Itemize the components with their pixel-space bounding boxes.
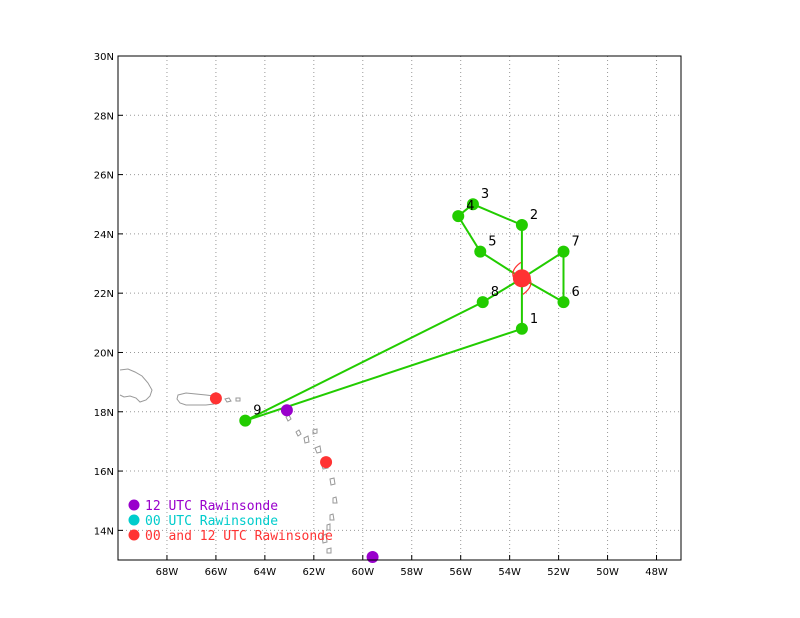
flight-track: 1 2 34 5 6 7 8 9 [239, 187, 580, 427]
waypoint-marker [557, 296, 570, 309]
x-tick-label: 54W [498, 567, 521, 578]
x-tick-label: 64W [254, 567, 277, 578]
y-tick-label: 28N [94, 111, 114, 122]
waypoint-marker [452, 210, 465, 223]
waypoint-marker [474, 245, 487, 258]
waypoint-label: 7 [572, 235, 580, 250]
y-tick-label: 24N [94, 230, 114, 241]
waypoint-label: 5 [488, 235, 496, 250]
x-tick-label: 58W [400, 567, 423, 578]
waypoint-marker [466, 198, 479, 211]
legend-label: 12 UTC Rawinsonde [145, 499, 278, 514]
rawinsonde-site-marker [320, 456, 333, 469]
y-tick-label: 22N [94, 289, 114, 300]
virgin-islands [224, 397, 241, 403]
waypoint-label: 4 [466, 199, 474, 214]
x-tick-label: 52W [547, 567, 570, 578]
waypoint-label: 6 [572, 285, 580, 300]
waypoint-marker [239, 414, 252, 427]
legend-marker [128, 499, 140, 511]
y-tick-label: 26N [94, 171, 114, 182]
x-tick-label: 50W [596, 567, 619, 578]
lesser-antilles [285, 414, 338, 554]
x-tick-label: 56W [449, 567, 472, 578]
waypoint-marker [476, 296, 489, 309]
x-tick-label: 66W [205, 567, 228, 578]
track-line [244, 203, 565, 422]
rawinsonde-site-marker [280, 404, 293, 417]
legend-marker [128, 529, 140, 541]
waypoint-label: 3 [481, 187, 489, 202]
hispaniola-coast [119, 368, 153, 403]
map-frame [117, 55, 682, 561]
legend-marker [128, 514, 140, 526]
map-grid [118, 55, 681, 560]
y-tick-label: 18N [94, 408, 114, 419]
legend-label: 00 and 12 UTC Rawinsonde [145, 529, 333, 544]
y-tick-label: 20N [94, 348, 114, 359]
legend-label: 00 UTC Rawinsonde [145, 514, 278, 529]
waypoint-marker [515, 322, 528, 335]
x-tick-label: 68W [156, 567, 179, 578]
x-tick-label: 60W [351, 567, 374, 578]
storm-center-layer [512, 261, 532, 295]
x-tick-label: 62W [303, 567, 326, 578]
waypoint-marker [515, 218, 528, 231]
y-tick-label: 16N [94, 467, 114, 478]
storm-center-marker [512, 269, 531, 288]
waypoint-marker [557, 245, 570, 258]
x-tick-label: 48W [645, 567, 668, 578]
y-tick-label: 14N [94, 526, 114, 537]
waypoint-label: 1 [530, 312, 538, 327]
rawinsonde-site-marker [366, 551, 379, 564]
waypoint-label: 8 [491, 285, 499, 300]
y-tick-label: 30N [94, 52, 114, 63]
axis-ticks: 68W 66W 64W 62W 60W 58W 56W 54W 52W 50W 48W 14N 16N 1… [94, 52, 668, 578]
waypoint-label: 2 [530, 208, 538, 223]
waypoint-label: 9 [253, 404, 261, 419]
rawinsonde-site-marker [209, 392, 222, 405]
